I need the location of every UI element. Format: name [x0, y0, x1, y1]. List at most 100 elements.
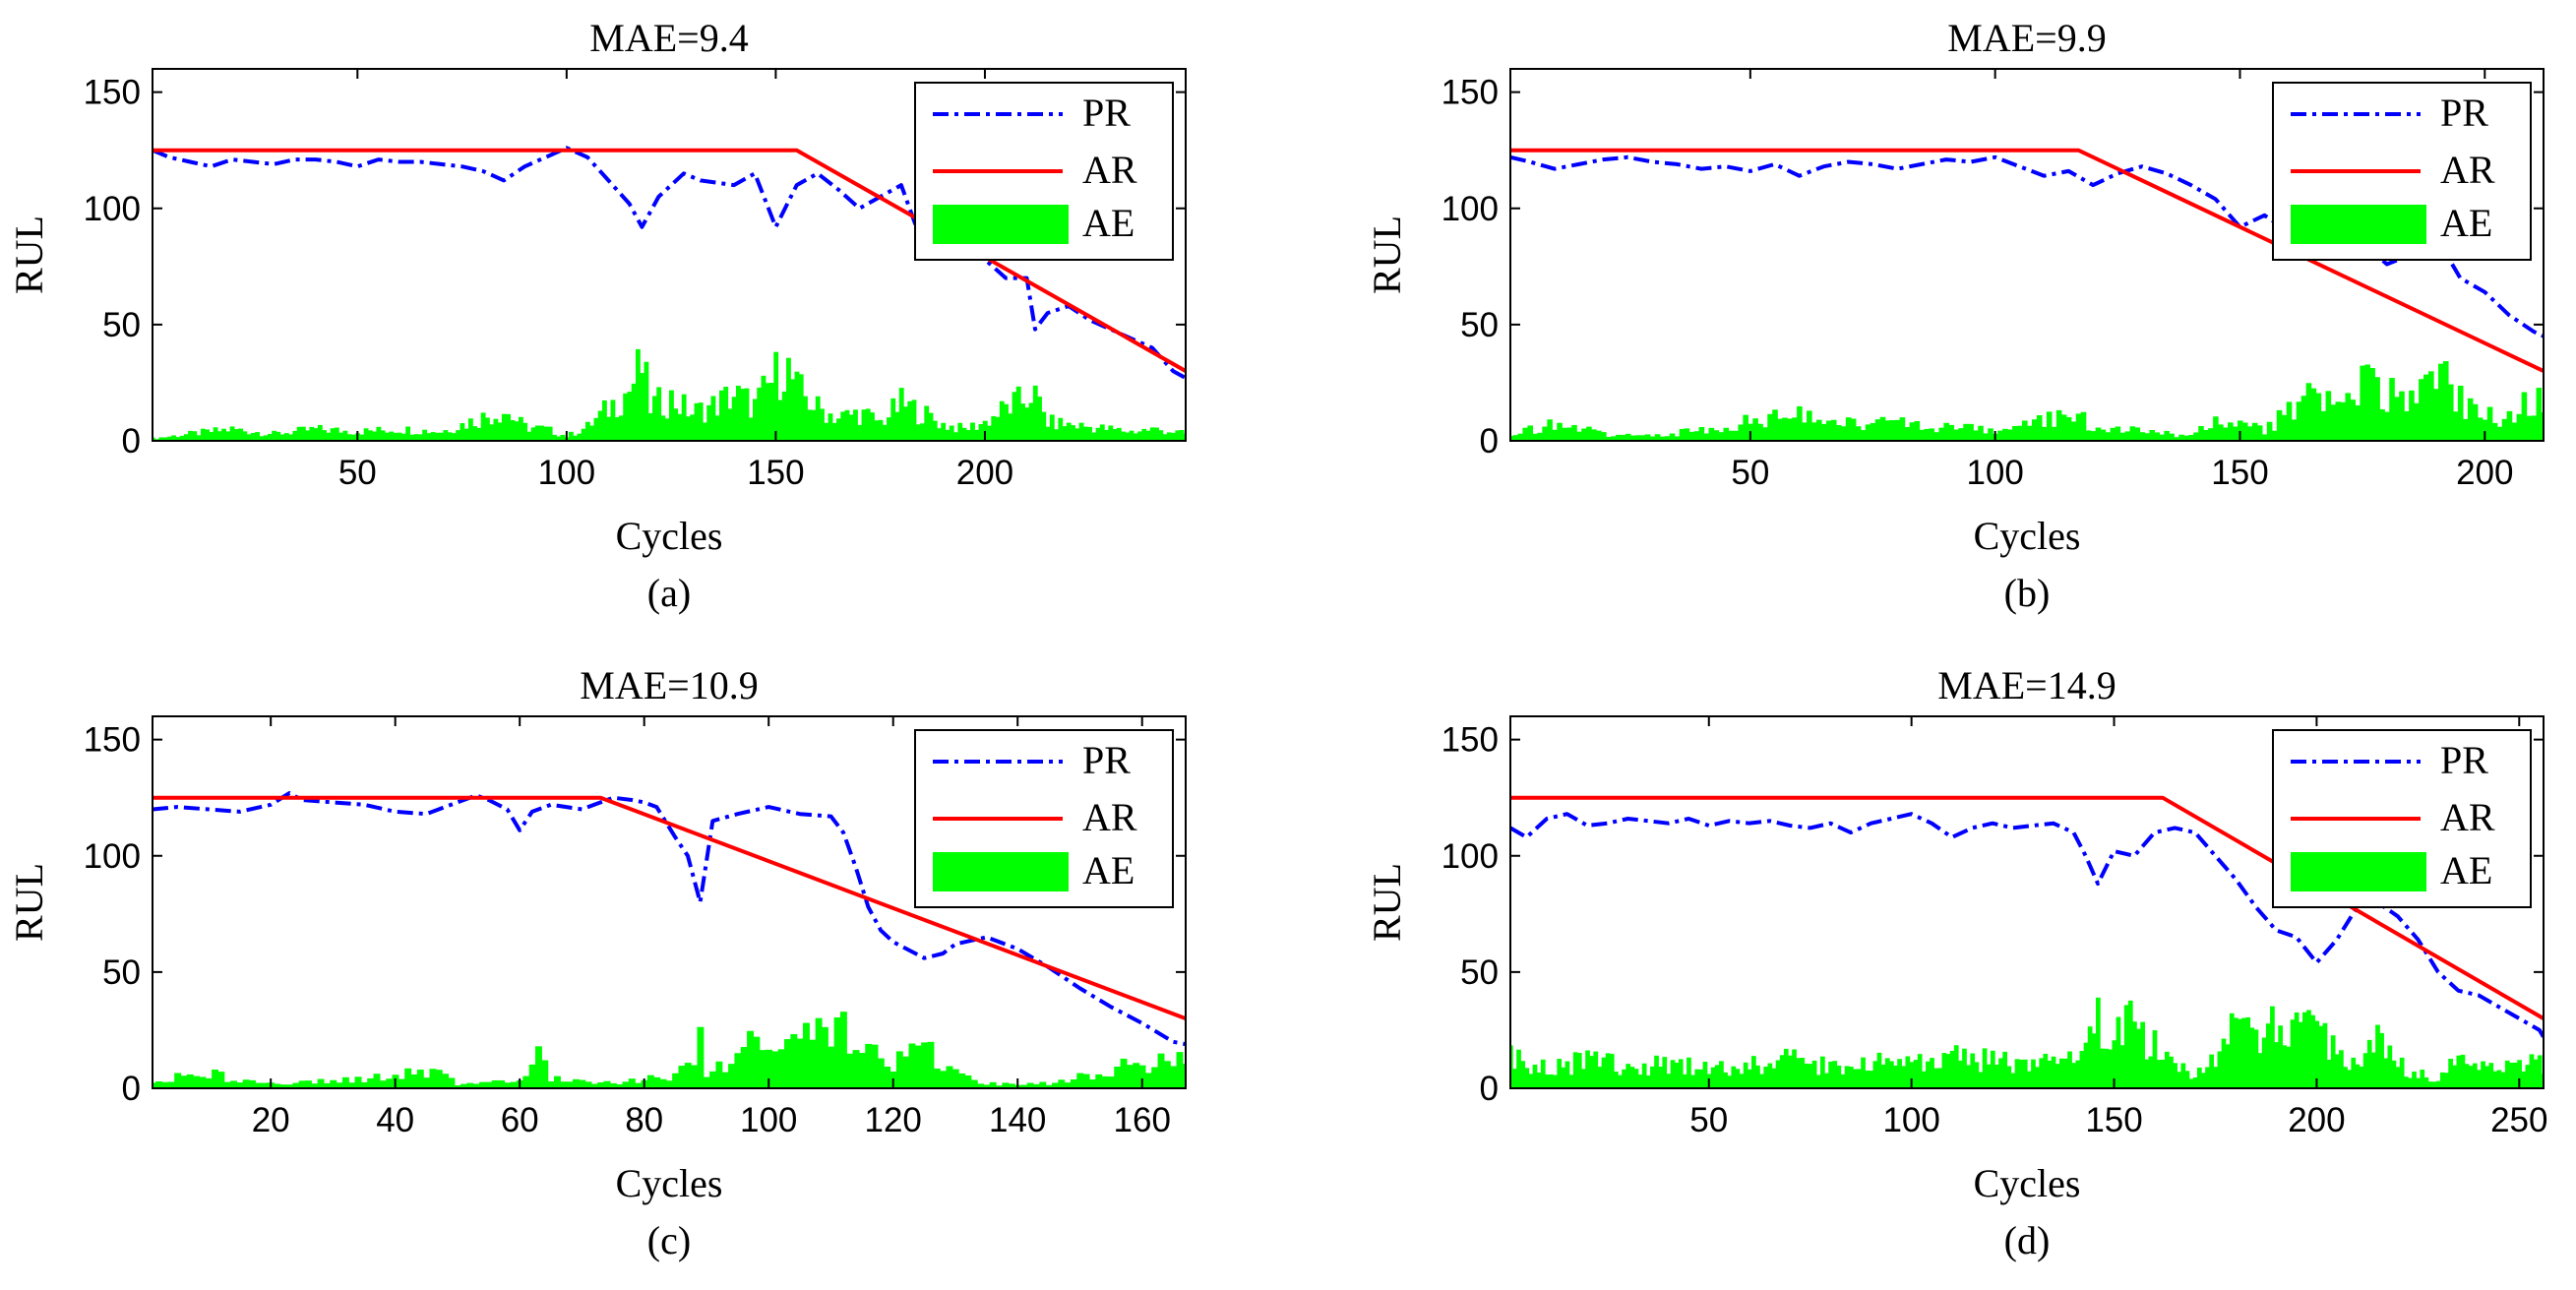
ar-line	[1510, 148, 2544, 373]
x-tick-label: 100	[538, 454, 595, 492]
ae-bar	[1775, 1060, 1781, 1088]
ae-bar	[2100, 429, 2107, 441]
ae-bar	[354, 1076, 362, 1088]
ae-bar	[1674, 1063, 1680, 1088]
ar-line	[153, 795, 1186, 1020]
ae-bar	[1116, 427, 1122, 441]
ae-bar	[2261, 1037, 2267, 1088]
ae-bar	[2188, 1078, 2194, 1088]
ae-bar	[1547, 419, 1553, 441]
ae-bar	[2531, 415, 2538, 441]
ae-bar	[263, 435, 269, 441]
legend-ae-swatch	[2291, 852, 2426, 891]
ae-bar	[1913, 1060, 1919, 1088]
ae-bar	[1622, 1069, 1626, 1088]
y-tick-label: 150	[84, 721, 141, 760]
ae-bar	[472, 1083, 480, 1088]
ae-bar	[553, 1075, 561, 1088]
ae-bar	[1176, 1052, 1184, 1088]
x-tick-label: 200	[2288, 1101, 2345, 1139]
ae-bar	[1708, 427, 1715, 441]
ae-bar	[556, 436, 562, 441]
ae-bar	[298, 1080, 306, 1088]
ae-bar	[2330, 1035, 2336, 1088]
ae-bar	[1713, 430, 1720, 441]
ae-bar	[1028, 402, 1034, 441]
ae-bar	[2041, 426, 2048, 441]
ae-bar	[665, 1080, 673, 1088]
ae-bar	[2249, 1027, 2255, 1088]
ae-bar	[1162, 434, 1168, 441]
ae-bar	[2193, 432, 2199, 441]
legend-label: AR	[1082, 148, 1137, 192]
ae-bar	[2286, 1046, 2292, 1088]
ae-bar	[2438, 363, 2444, 441]
ae-bar	[497, 422, 503, 441]
ae-bar	[341, 1076, 349, 1088]
ae-bar	[1974, 1062, 1980, 1088]
ae-bar	[1082, 1074, 1090, 1088]
y-tick-label: 0	[122, 1070, 141, 1108]
ae-bar	[1929, 428, 1935, 441]
ae-bar	[317, 424, 323, 441]
ae-bar	[728, 1064, 736, 1088]
ae-bar	[1850, 418, 1857, 441]
ae-bar	[949, 425, 954, 441]
ae-bar	[456, 430, 461, 441]
ae-bar	[393, 432, 399, 441]
ae-bar	[2399, 1057, 2405, 1088]
ae-bar	[259, 436, 265, 441]
ae-bar	[1919, 429, 1926, 441]
ae-bar	[1816, 419, 1822, 441]
ae-bar	[1536, 1073, 1542, 1088]
ae-bar	[346, 434, 352, 441]
ae-bar	[2174, 437, 2179, 441]
ae-bar	[861, 409, 867, 441]
ae-bar	[1666, 1074, 1672, 1088]
ae-bar	[664, 418, 670, 441]
ae-bar	[690, 414, 696, 441]
ae-bar	[1532, 1065, 1538, 1088]
ae-bar	[846, 1053, 854, 1088]
ae-bar	[283, 433, 289, 441]
ae-bar	[1601, 432, 1607, 441]
ae-bar	[715, 1061, 723, 1088]
ae-bar	[2536, 388, 2543, 441]
ae-bar	[380, 430, 386, 441]
ae-bar	[1087, 426, 1092, 441]
ae-bar	[982, 420, 988, 441]
y-axis-label: RUL	[1365, 215, 1409, 294]
ae-bar	[2484, 1066, 2490, 1088]
ae-bar	[162, 437, 168, 441]
ae-bar	[1874, 419, 1881, 441]
ae-bar	[384, 432, 390, 441]
ae-bar	[2132, 1021, 2137, 1088]
ae-bar	[882, 424, 888, 441]
ae-bar	[1076, 1073, 1084, 1088]
ae-bar	[2221, 1038, 2227, 1088]
ae-bar	[884, 1066, 891, 1088]
ae-bar	[498, 1079, 505, 1088]
ae-bar	[2389, 378, 2395, 441]
ae-bar	[937, 428, 942, 441]
ae-bar	[734, 1053, 742, 1088]
ae-bar	[2290, 1019, 2296, 1088]
x-tick-label: 140	[989, 1101, 1046, 1139]
ae-bar	[957, 422, 963, 441]
chart-panel-0: 0 50 100 150 50 100 150 200 MAE=9.4 Cycles (a) RUL P…	[7, 16, 1187, 615]
ae-bar	[2271, 430, 2278, 441]
ae-bar	[1727, 1075, 1733, 1088]
ae-bar	[1041, 411, 1047, 441]
ae-bar	[753, 1036, 761, 1088]
ae-bar	[434, 432, 440, 441]
ae-bar	[2083, 1042, 2089, 1088]
ae-bar	[1897, 1059, 1902, 1088]
ae-bar	[589, 425, 595, 441]
ae-bar	[646, 1075, 654, 1088]
ae-bar	[2440, 1072, 2445, 1088]
ae-bar	[1860, 430, 1867, 441]
axes-frame	[1509, 715, 2545, 1089]
ae-bar	[1012, 392, 1017, 441]
ae-bar	[1137, 431, 1142, 441]
ae-bar	[1687, 1057, 1691, 1088]
